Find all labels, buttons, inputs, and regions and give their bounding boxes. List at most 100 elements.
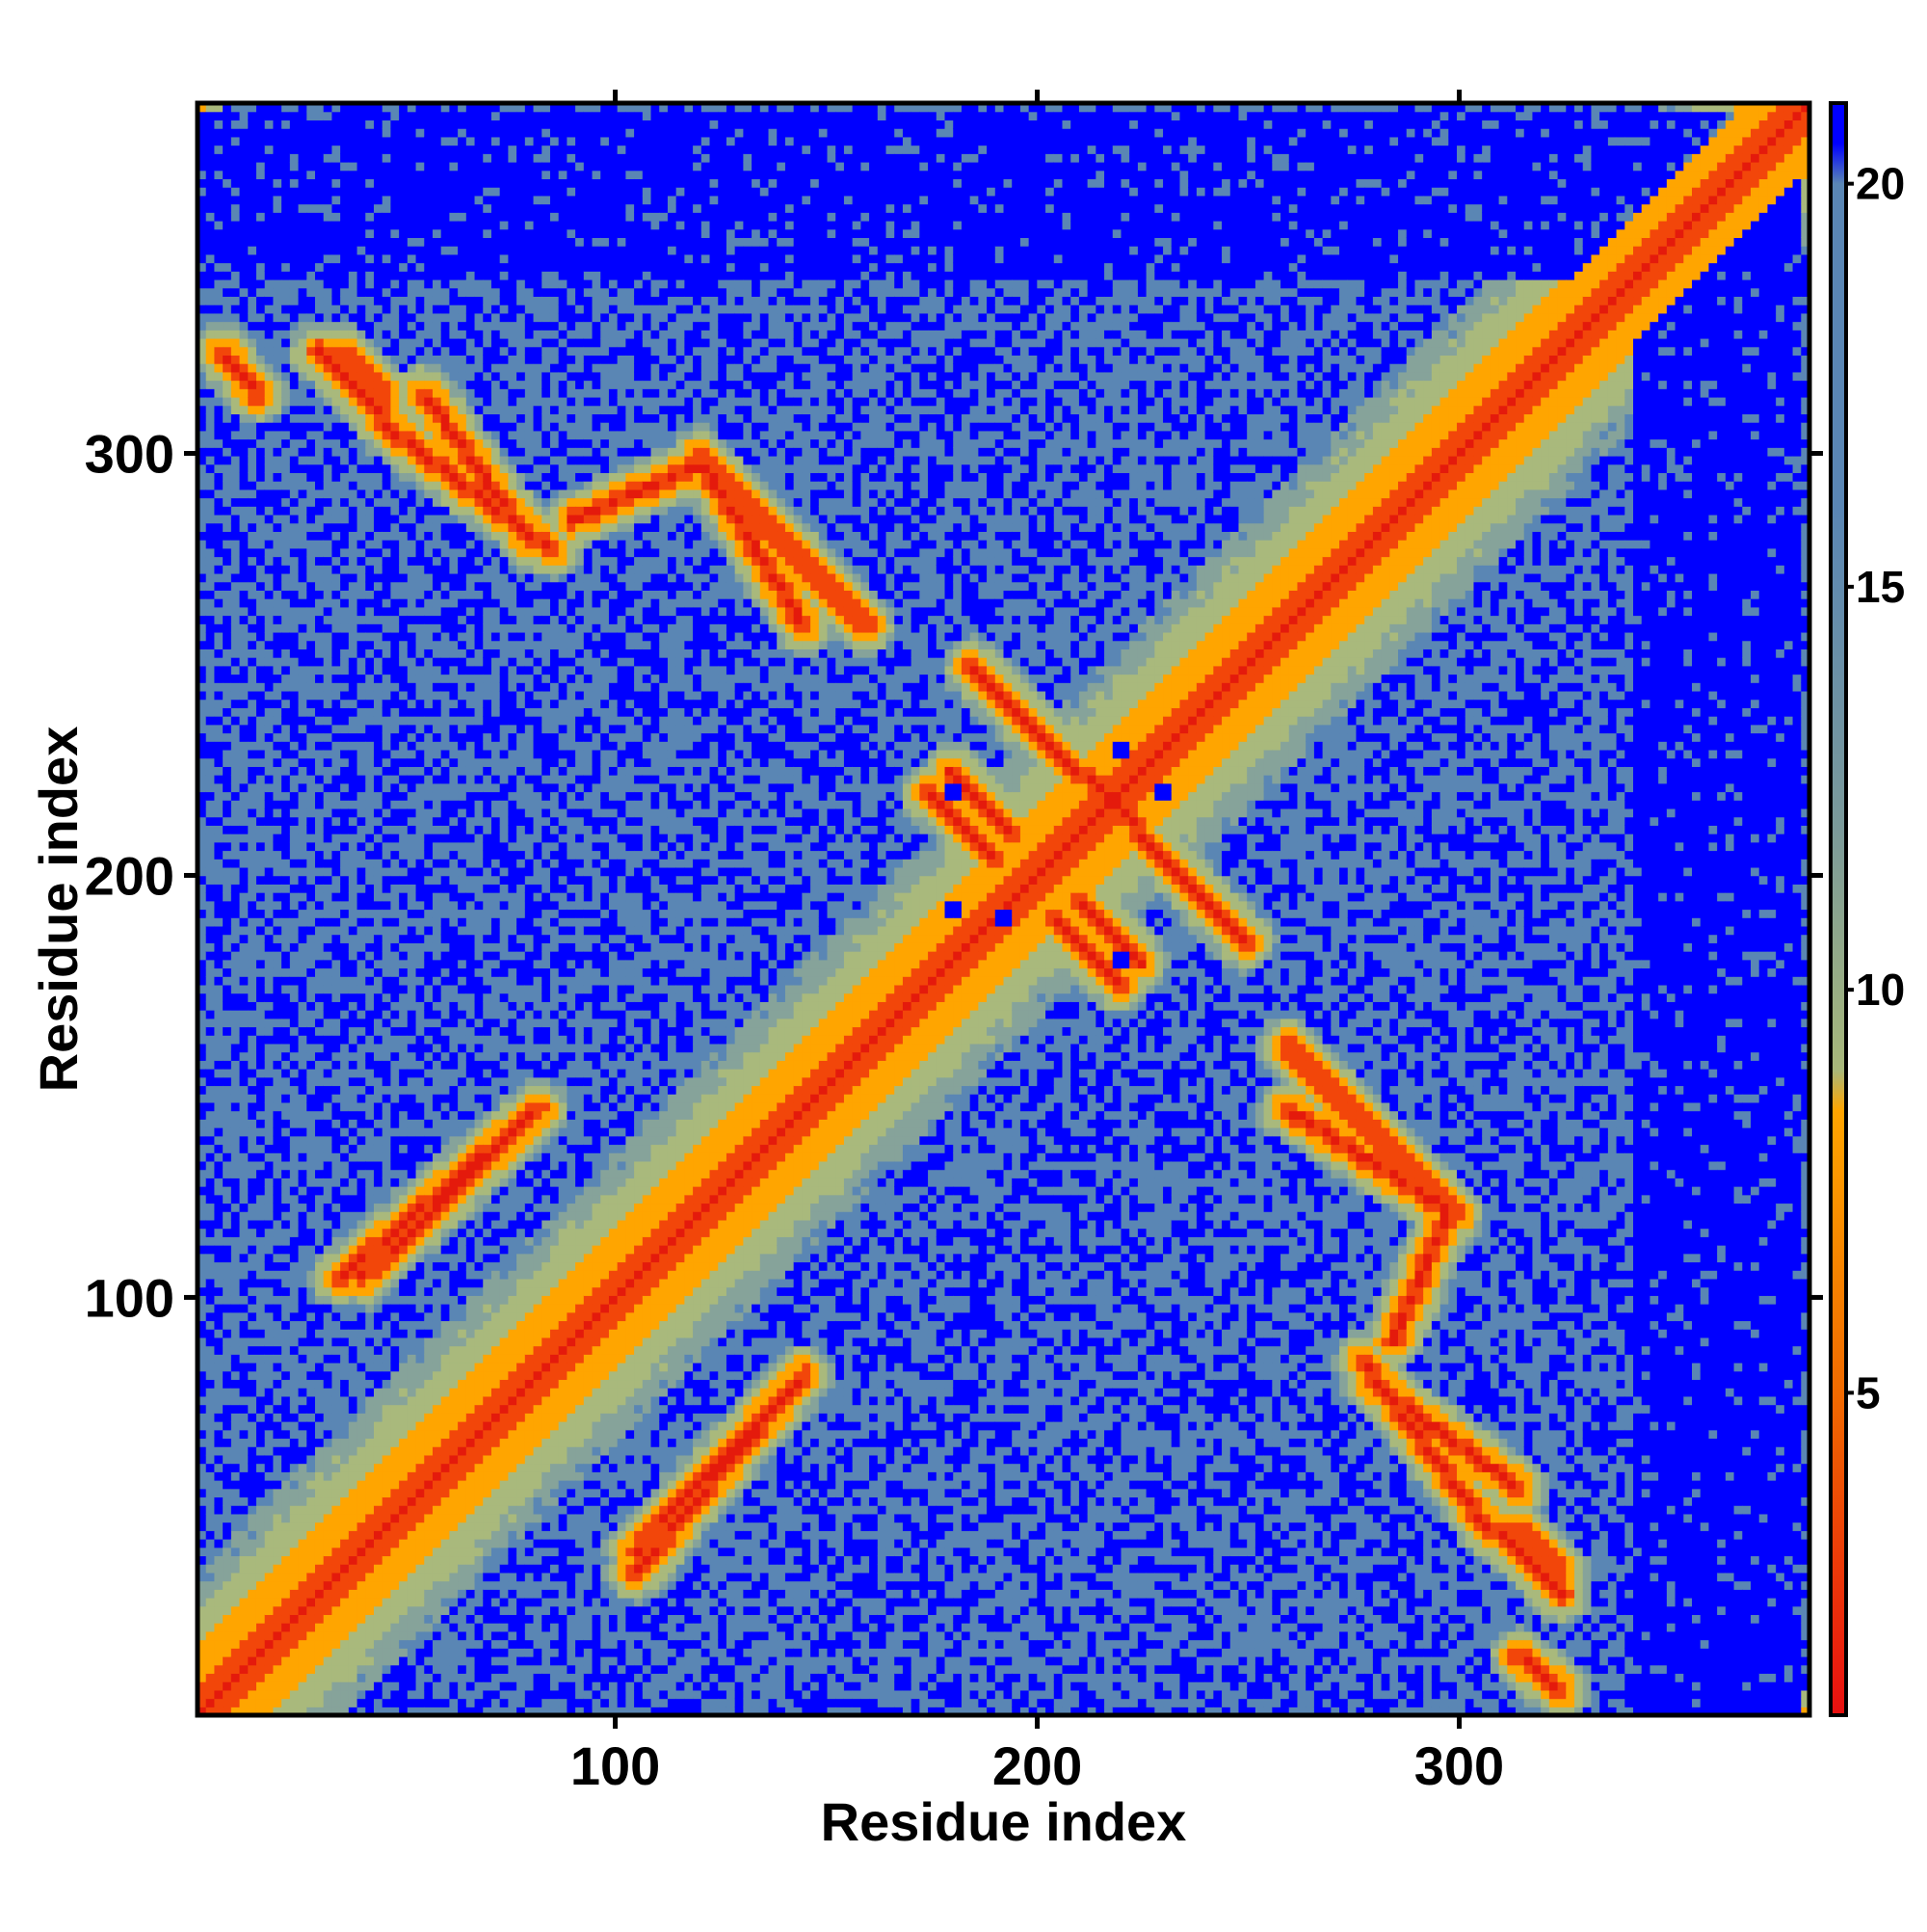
heatmap-cell: [214, 171, 223, 179]
heatmap-cell: [299, 204, 307, 213]
heatmap-cell: [248, 1413, 256, 1421]
heatmap-cell: [290, 892, 299, 901]
heatmap-cell: [206, 1396, 215, 1405]
heatmap-cell: [206, 1329, 215, 1337]
heatmap-cell: [306, 381, 315, 389]
heatmap-cell: [231, 675, 240, 683]
heatmap-cell: [281, 867, 290, 876]
heatmap-cell: [240, 1127, 249, 1136]
heatmap-cell: [206, 137, 215, 146]
heatmap-cell: [299, 851, 307, 860]
heatmap-cell: [290, 766, 299, 775]
heatmap-cell: [315, 540, 324, 548]
heatmap-cell: [256, 808, 265, 817]
heatmap-cell: [281, 741, 290, 750]
heatmap-cell: [248, 1573, 256, 1581]
heatmap-cell: [273, 112, 281, 120]
heatmap-cell: [315, 406, 324, 414]
heatmap-cell: [306, 1211, 315, 1220]
heatmap-cell: [281, 1295, 290, 1304]
heatmap-cell: [248, 1127, 256, 1136]
heatmap-cell: [265, 381, 274, 389]
heatmap-cell: [290, 187, 299, 196]
heatmap-cell: [306, 641, 315, 649]
heatmap-cell: [290, 598, 299, 607]
heatmap-cell: [214, 1464, 223, 1472]
heatmap-cell: [248, 817, 256, 826]
heatmap-cell: [214, 648, 223, 657]
heatmap-cell: [273, 1161, 281, 1170]
heatmap-cell: [248, 1295, 256, 1304]
heatmap-cell: [231, 481, 240, 490]
heatmap-cell: [223, 1673, 231, 1681]
heatmap-cell: [315, 1623, 324, 1631]
heatmap-cell: [214, 1471, 223, 1480]
heatmap-cell: [240, 1178, 249, 1186]
heatmap-cell: [315, 254, 324, 263]
heatmap-cell: [214, 431, 223, 439]
heatmap-cell: [206, 1438, 215, 1446]
heatmap-cell: [240, 1681, 249, 1690]
heatmap-cell: [206, 725, 215, 733]
heatmap-cell: [290, 1085, 299, 1094]
heatmap-cell: [265, 363, 274, 372]
heatmap-cell: [206, 1111, 215, 1120]
heatmap-cell: [214, 1555, 223, 1564]
heatmap-cell: [290, 557, 299, 566]
heatmap-cell: [281, 935, 290, 943]
heatmap-cell: [214, 1304, 223, 1312]
heatmap-cell: [299, 892, 307, 901]
heatmap-cell: [223, 498, 231, 507]
heatmap-cell: [290, 153, 299, 162]
heatmap-cell: [231, 1581, 240, 1590]
heatmap-cell: [206, 1346, 215, 1355]
heatmap-cell: [240, 506, 249, 515]
heatmap-cell: [315, 347, 324, 356]
heatmap-cell: [206, 1077, 215, 1086]
heatmap-cell: [273, 481, 281, 490]
heatmap-cell: [223, 1396, 231, 1405]
heatmap-cell: [273, 783, 281, 792]
heatmap-cell: [299, 825, 307, 834]
heatmap-cell: [299, 1312, 307, 1321]
heatmap-cell: [248, 1363, 256, 1371]
heatmap-cell: [273, 296, 281, 304]
heatmap-cell: [315, 1346, 324, 1355]
heatmap-cell: [290, 1094, 299, 1102]
heatmap-cell: [248, 1455, 256, 1464]
heatmap-cell: [306, 1195, 315, 1204]
heatmap-cell: [290, 338, 299, 347]
heatmap-cell: [206, 372, 215, 381]
heatmap-cell: [315, 162, 324, 171]
heatmap-cell: [265, 153, 274, 162]
heatmap-cell: [256, 867, 265, 876]
heatmap-cell: [248, 1471, 256, 1480]
heatmap-cell: [248, 884, 256, 892]
heatmap-cell: [299, 834, 307, 842]
heatmap-cell: [206, 1044, 215, 1052]
heatmap-cell: [315, 1254, 324, 1262]
heatmap-cell: [214, 1405, 223, 1414]
heatmap-cell: [231, 1530, 240, 1539]
heatmap-cell: [290, 960, 299, 968]
heatmap-cell: [265, 1363, 274, 1371]
heatmap-cell: [265, 842, 274, 851]
heatmap-cell: [265, 792, 274, 801]
heatmap-cell: [273, 775, 281, 783]
heatmap-cell: [273, 1127, 281, 1136]
heatmap-cell: [299, 1665, 307, 1674]
heatmap-cell: [206, 1548, 215, 1556]
heatmap-cell: [306, 1530, 315, 1539]
heatmap-cell: [315, 1430, 324, 1439]
heatmap-cell: [248, 1211, 256, 1220]
heatmap-cell: [290, 229, 299, 238]
heatmap-cell: [273, 506, 281, 515]
heatmap-cell: [256, 792, 265, 801]
heatmap-cell: [306, 1421, 315, 1430]
heatmap-cell: [315, 279, 324, 288]
heatmap-cell: [256, 834, 265, 842]
heatmap-cell: [315, 498, 324, 507]
heatmap-cell: [223, 1690, 231, 1699]
heatmap-cell: [299, 1363, 307, 1371]
heatmap-cell: [248, 422, 256, 431]
